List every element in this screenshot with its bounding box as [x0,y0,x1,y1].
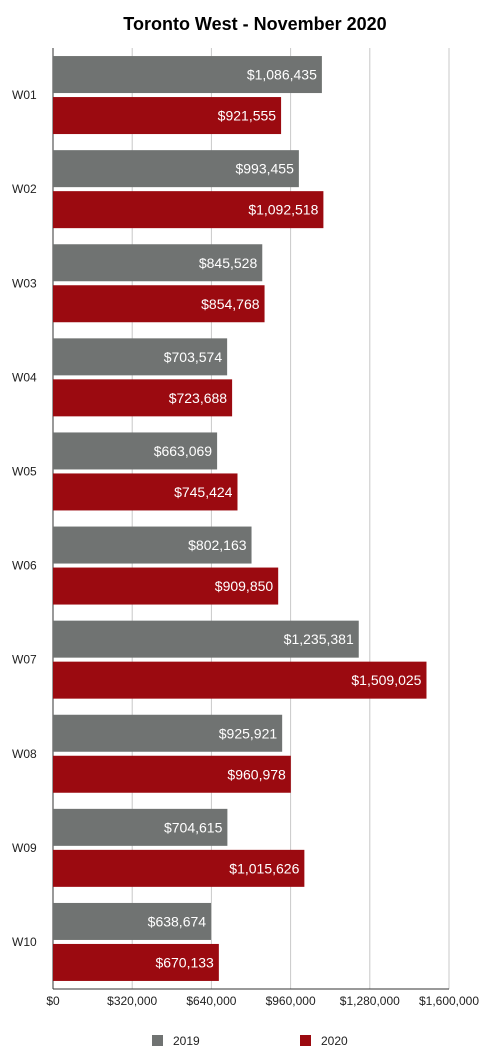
data-label: $1,086,435 [247,67,317,83]
bar-2020-W01 [53,97,282,135]
x-tick-label: $1,600,000 [419,994,479,1008]
bar-2019-W01 [53,56,322,94]
category-label: W01 [12,88,37,102]
category-label: W04 [12,370,37,384]
bar-2020-W06 [53,567,279,605]
data-label: $670,133 [155,954,214,970]
x-axis-tick-labels: $0 $320,000 $640,000 $960,000 $1,280,000 $1,6… [46,994,479,1008]
bar-2019-W08 [53,714,283,752]
data-label: $1,015,626 [229,860,299,876]
data-label: $663,069 [154,443,213,459]
bar-2020-W08 [53,755,291,793]
bar-2019-W10 [53,902,212,940]
data-label: $802,163 [188,537,247,553]
data-label: $1,235,381 [284,631,354,647]
legend-swatch-2020 [300,1035,311,1046]
bar-2020-W07 [53,661,427,699]
data-label: $723,688 [169,390,228,406]
data-label: $921,555 [218,108,277,124]
bar-2019-W03 [53,244,263,282]
category-label: W05 [12,464,37,478]
bar-2019-W06 [53,526,252,564]
category-label: W09 [12,841,37,855]
data-label: $704,615 [164,819,223,835]
x-tick-label: $640,000 [186,994,236,1008]
x-tick-label: $1,280,000 [340,994,400,1008]
bar-2019-W09 [53,808,228,846]
bar-2020-W02 [53,191,324,229]
data-label: $745,424 [174,484,233,500]
bar-2020-W10 [53,943,219,981]
data-label: $909,850 [215,578,274,594]
legend: 2019 2020 [152,1034,348,1048]
legend-swatch-2019 [152,1035,163,1046]
data-label: $993,455 [235,161,294,177]
bar-2020-W04 [53,379,233,417]
category-label: W10 [12,935,37,949]
data-label: $638,674 [148,913,207,929]
category-label: W03 [12,276,37,290]
bar-2019-W05 [53,432,218,470]
data-label: $703,574 [164,349,223,365]
legend-label: 2019 [173,1034,200,1048]
category-label: W08 [12,747,37,761]
category-labels: W01 W02 W03 W04 W05 W06 W07 W08 W09 W10 [12,88,37,949]
data-label: $960,978 [227,766,286,782]
x-tick-label: $320,000 [107,994,157,1008]
data-label: $854,768 [201,296,260,312]
bar-2020-W09 [53,849,305,887]
chart-title: Toronto West - November 2020 [123,14,386,34]
bar-2020-W03 [53,285,265,323]
x-tick-label: $0 [46,994,60,1008]
bar-2019-W04 [53,338,228,376]
category-label: W02 [12,182,37,196]
bar-2020-W05 [53,473,238,511]
bar-2019-W02 [53,150,299,188]
category-label: W07 [12,653,37,667]
x-tick-label: $960,000 [266,994,316,1008]
category-label: W06 [12,559,37,573]
bars: $1,086,435 $921,555 $993,455 $1,092,518 $845… [53,56,427,981]
data-label: $1,509,025 [351,672,421,688]
data-label: $1,092,518 [248,202,318,218]
data-label: $845,528 [199,255,258,271]
bar-2019-W07 [53,620,359,658]
grid-lines [52,48,450,990]
data-label: $925,921 [219,725,278,741]
legend-label: 2020 [321,1034,348,1048]
